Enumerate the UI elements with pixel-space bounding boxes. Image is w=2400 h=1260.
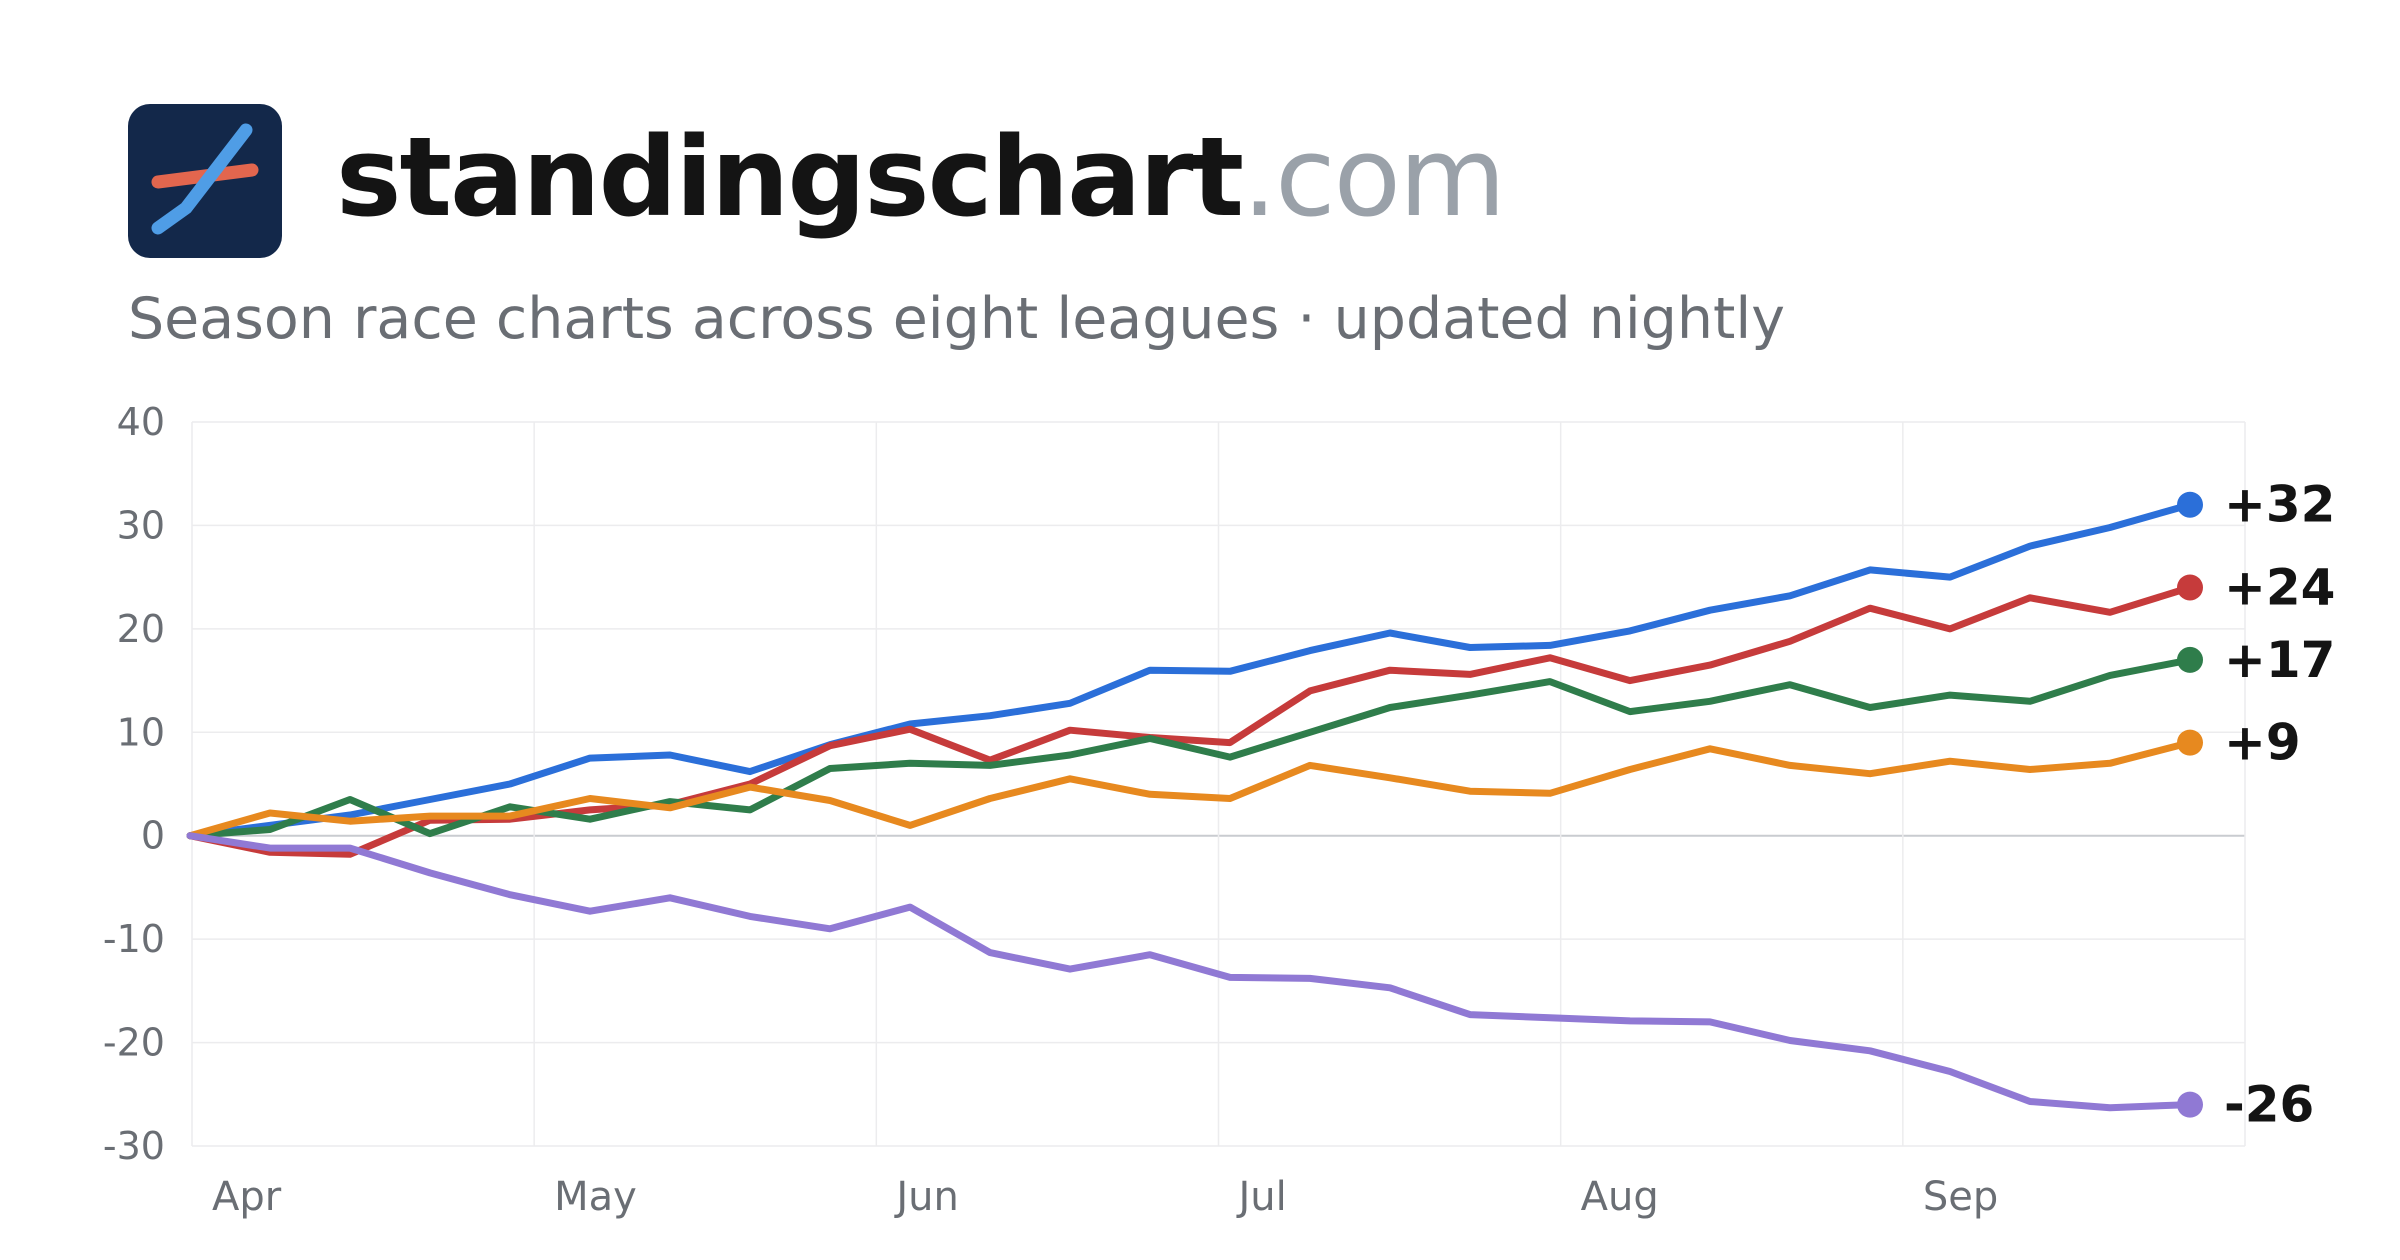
x-tick-label: May	[554, 1174, 637, 1220]
series-line-3	[186, 656, 2194, 840]
x-tick-label: Jul	[1236, 1174, 1287, 1220]
x-tick-label: Sep	[1923, 1174, 1998, 1220]
brand-name-main: standingschart	[336, 113, 1244, 241]
series-end-label-3: +17	[2224, 631, 2335, 689]
brand-name[interactable]: standingschart.com	[336, 122, 1506, 232]
site-header: standingschart.com	[128, 104, 1506, 258]
x-tick-label: Jun	[893, 1174, 959, 1220]
y-tick-label: 30	[117, 503, 165, 547]
series-line-4	[186, 739, 2194, 840]
series-end-label-2: +24	[2224, 558, 2335, 616]
series-end-dot-5	[2177, 1091, 2203, 1118]
series-end-dot-1	[2177, 491, 2203, 518]
series-end-label-4: +9	[2224, 714, 2301, 772]
y-tick-label: -20	[103, 1021, 165, 1065]
rising-line-logo-icon[interactable]	[128, 104, 282, 258]
y-tick-label: 20	[117, 607, 165, 651]
series-line-5	[186, 832, 2194, 1112]
y-tick-label: 0	[141, 814, 165, 858]
y-tick-label: 10	[117, 710, 165, 754]
series-end-dot-2	[2177, 574, 2203, 601]
x-tick-label: Aug	[1581, 1174, 1659, 1220]
page-tagline: Season race charts across eight leagues …	[128, 286, 1785, 352]
series-end-label-1: +32	[2224, 476, 2335, 534]
series-line-2	[186, 584, 2194, 858]
series-end-label-5: -26	[2224, 1076, 2314, 1134]
brand-tld: .com	[1242, 113, 1506, 241]
y-tick-label: -30	[103, 1124, 165, 1168]
y-tick-label: -10	[103, 917, 165, 961]
series-end-dot-4	[2177, 729, 2203, 756]
series-line-1	[186, 501, 2194, 840]
series-end-dot-3	[2177, 646, 2203, 673]
y-tick-label: 40	[117, 400, 165, 444]
x-tick-label: Apr	[212, 1174, 282, 1220]
